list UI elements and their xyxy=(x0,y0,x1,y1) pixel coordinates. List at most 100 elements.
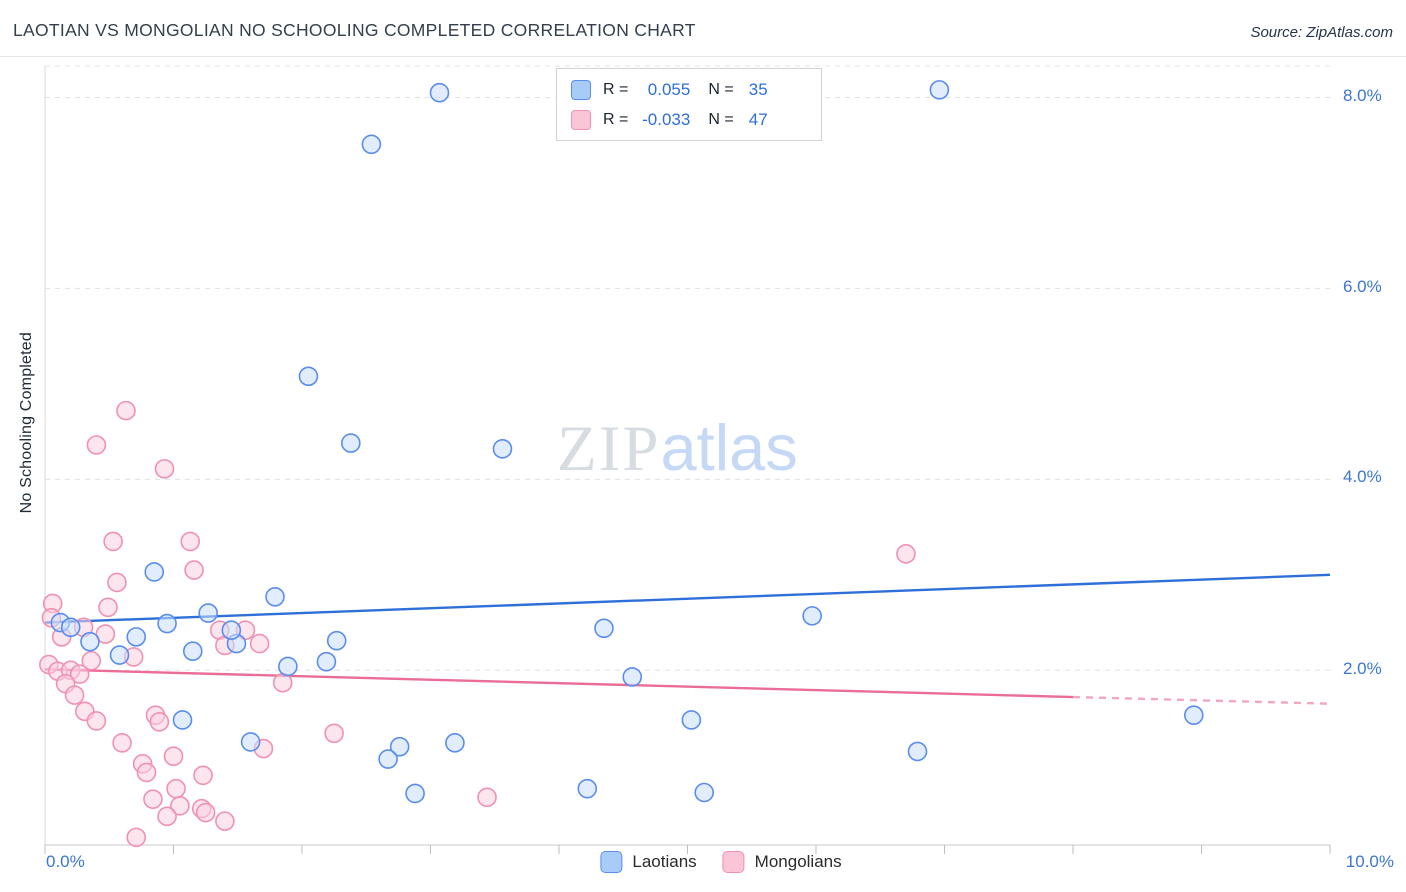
laotians-point xyxy=(109,645,130,665)
mongolians-point xyxy=(195,802,216,823)
laotians-point xyxy=(326,630,347,651)
legend-label: Laotians xyxy=(632,852,697,871)
watermark-atlas-text: atlas xyxy=(660,411,798,484)
watermark-zip-text: ZIP xyxy=(557,413,661,485)
laotians-point xyxy=(182,641,203,662)
laotians-point xyxy=(378,749,398,769)
n-label: N = xyxy=(708,80,734,98)
legend-item-mongolians: Mongolians xyxy=(722,851,842,873)
mongolians-point xyxy=(64,685,85,705)
laotians-point xyxy=(622,667,643,687)
mongolians-point xyxy=(193,765,213,786)
mongolians-point xyxy=(116,400,136,421)
laotians-point xyxy=(929,80,950,100)
y-axis-label: No Schooling Completed xyxy=(18,332,35,514)
laotians-swatch-icon xyxy=(571,79,591,100)
series-legend: Laotians Mongolians xyxy=(600,851,842,873)
mongolians-point xyxy=(81,650,102,671)
laotians-point xyxy=(316,651,337,672)
mongolians-point xyxy=(249,633,270,654)
r-value: -0.033 xyxy=(642,109,691,129)
mongolians-point xyxy=(98,597,118,618)
mongolians-point xyxy=(112,733,132,753)
laotians-point xyxy=(198,603,218,623)
laotians-point xyxy=(60,617,81,638)
mongolians-point xyxy=(157,806,177,827)
y-tick-label-2: 2.0% xyxy=(1343,659,1382,678)
mongolians-point xyxy=(324,723,344,744)
stats-row-mongolians: R = -0.033 N = 47 xyxy=(571,107,807,132)
n-value: 35 xyxy=(748,79,768,99)
laotians-point xyxy=(240,732,261,752)
laotians-point xyxy=(361,134,382,155)
mongolians-point xyxy=(896,544,916,564)
mongolians-point xyxy=(86,435,107,455)
n-value: 47 xyxy=(748,109,768,129)
x-axis-min-label: 0.0% xyxy=(46,852,85,871)
mongolians-point xyxy=(95,624,116,644)
y-tick-label-8: 8.0% xyxy=(1343,86,1382,105)
correlation-stats-legend: R = 0.055 N = 35 R = -0.033 N = 47 xyxy=(556,68,822,141)
y-tick-label-6: 6.0% xyxy=(1343,277,1382,296)
laotians-point xyxy=(172,710,193,730)
r-label: R = xyxy=(603,110,629,128)
header-divider xyxy=(0,56,1406,57)
laotians-point xyxy=(80,631,100,652)
mongolians-point xyxy=(166,778,186,799)
page-title: LAOTIAN VS MONGOLIAN NO SCHOOLING COMPLE… xyxy=(13,20,696,40)
mongolians-point xyxy=(180,531,201,552)
r-label: R = xyxy=(603,80,629,98)
laotians-point xyxy=(802,606,822,626)
laotians-point xyxy=(341,433,361,453)
laotians-point xyxy=(681,710,702,730)
laotians-point xyxy=(298,366,319,387)
laotians-point xyxy=(405,783,425,804)
n-label: N = xyxy=(708,110,734,128)
mongolians-swatch-icon xyxy=(571,109,591,130)
mongolians-point xyxy=(170,796,190,816)
stats-row-laotians: R = 0.055 N = 35 xyxy=(571,77,807,102)
laotians-point xyxy=(429,82,450,103)
mongolians-point xyxy=(149,712,170,732)
laotians-point xyxy=(126,627,147,647)
mongolians-point xyxy=(184,560,204,580)
laotians-point xyxy=(907,741,928,762)
laotians-trend-line xyxy=(44,573,1331,624)
r-value: 0.055 xyxy=(647,79,691,99)
mongolians-trend-line xyxy=(44,668,1074,699)
laotians-point xyxy=(265,586,285,607)
mongolians-swatch-icon xyxy=(722,851,745,873)
mongolians-point xyxy=(107,572,127,593)
legend-label: Mongolians xyxy=(754,852,842,871)
laotians-point xyxy=(694,782,715,803)
laotians-point xyxy=(492,439,513,459)
x-axis-max-label: 10.0% xyxy=(1345,852,1394,871)
mongolians-point xyxy=(272,672,293,693)
mongolians-point xyxy=(154,459,175,479)
laotians-point xyxy=(221,620,242,641)
mongolians-point xyxy=(215,811,235,831)
y-tick-label-4: 4.0% xyxy=(1343,467,1382,486)
laotians-point xyxy=(445,733,465,753)
laotians-point xyxy=(389,736,410,757)
mongolians-trend-line xyxy=(1072,695,1331,705)
mongolians-point xyxy=(163,746,184,767)
source-attribution: Source: ZipAtlas.com xyxy=(1250,24,1393,41)
laotians-point xyxy=(157,613,177,634)
mongolians-point xyxy=(136,762,157,783)
mongolians-point xyxy=(126,827,147,848)
laotians-point xyxy=(1183,705,1204,725)
mongolians-point xyxy=(143,789,163,809)
legend-item-laotians: Laotians xyxy=(600,851,697,873)
laotians-point xyxy=(278,656,298,677)
mongolians-point xyxy=(103,531,123,552)
zipatlas-watermark: ZIPatlas xyxy=(557,415,798,482)
laotians-swatch-icon xyxy=(600,851,623,873)
laotians-point xyxy=(144,562,165,582)
mongolians-point xyxy=(477,787,497,808)
laotians-point xyxy=(577,778,598,799)
mongolians-point xyxy=(69,664,90,684)
mongolians-point xyxy=(86,711,107,731)
